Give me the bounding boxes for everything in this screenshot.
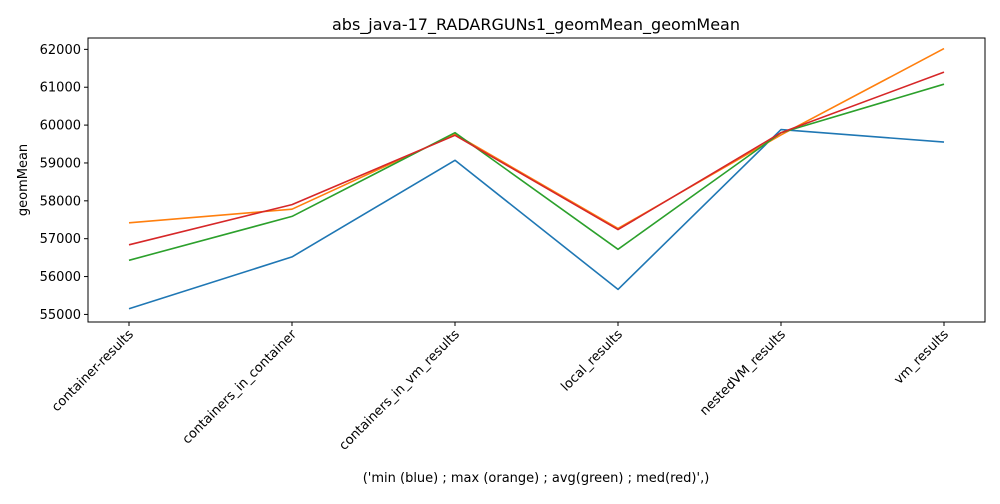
y-axis-label: geomMean	[16, 144, 31, 216]
y-axis: 55000 56000 57000 58000 59000 60000 61000 62000	[40, 43, 88, 323]
y-tick-label: 57000	[40, 232, 81, 247]
y-tick-label: 61000	[40, 81, 81, 96]
plot-frame	[87, 37, 986, 323]
x-axis-label: ('min (blue) ; max (orange) ; avg(green)…	[363, 471, 710, 486]
x-tick-label: container-results	[49, 327, 137, 415]
y-tick-label: 56000	[40, 270, 81, 285]
x-tick-label: local_results	[558, 327, 626, 395]
y-tick-label: 58000	[40, 194, 81, 209]
series-line-3	[128, 83, 945, 262]
x-tick-label: containers_in_container	[180, 327, 301, 448]
y-tick-label: 55000	[40, 308, 81, 323]
x-axis: container-results containers_in_container…	[49, 322, 952, 454]
series-line-2	[128, 47, 945, 230]
series-line-1	[128, 128, 945, 310]
y-tick-label: 59000	[40, 156, 81, 171]
series-line-4	[128, 71, 945, 246]
x-tick-label: vm_results	[891, 327, 952, 388]
x-tick-label: nestedVM_results	[697, 327, 789, 419]
chart-title: abs_java-17_RADARGUNs1_geomMean_geomMean	[332, 15, 740, 35]
plot-area	[128, 47, 945, 310]
y-tick-label: 62000	[40, 43, 81, 58]
y-tick-label: 60000	[40, 119, 81, 134]
x-tick-label: containers_in_vm_results	[337, 327, 463, 453]
